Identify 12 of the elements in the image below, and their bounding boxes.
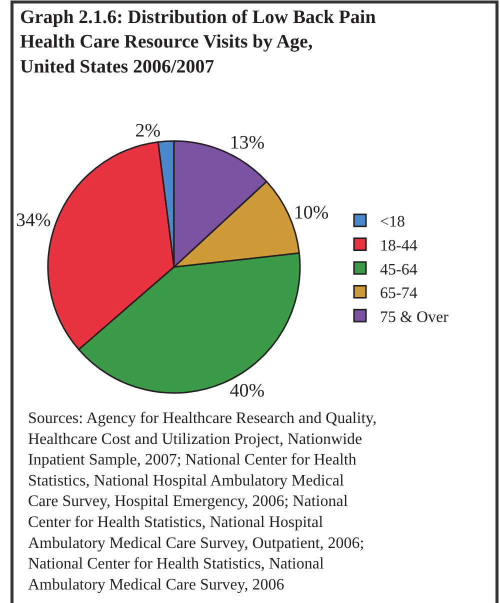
- data-label: 2%: [135, 120, 161, 142]
- data-label: 10%: [294, 202, 329, 224]
- legend-label: <18: [380, 214, 406, 231]
- legend-label: 75 & Over: [380, 308, 450, 326]
- legend-label: 65-74: [380, 285, 418, 302]
- data-label: 34%: [16, 210, 52, 232]
- data-label: 40%: [230, 380, 265, 402]
- data-label: 13%: [230, 132, 265, 154]
- chart-title: Graph 2.1.6: Distribution of Low Back Pain Health Care Resource Visits by Age, United States 2006/2007: [20, 6, 376, 78]
- text: Sources: Agency for Healthcare Research and Quality, Healthcare Cost and Utilization Project, Nationwide Inpatient Sample, 2007; National Center for Health Statistics, National Hospital Ambulatory Medical Care Survey, Hospital Emergency, 2006; National Center for Health Statistics, National Hospital Ambulatory Medical Care Survey, Outpatient, 2006; National Center for Health Statistics, National Ambulatory Medical Care Survey, 2006: [28, 410, 377, 594]
- legend-label: 45-64: [380, 261, 418, 278]
- legend-label: 18-44: [380, 237, 418, 254]
